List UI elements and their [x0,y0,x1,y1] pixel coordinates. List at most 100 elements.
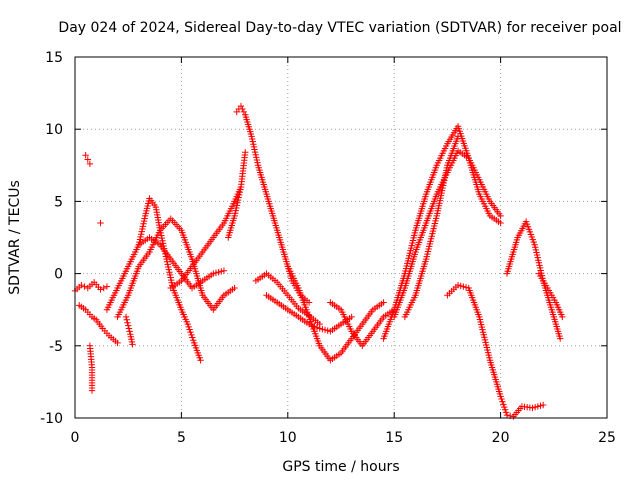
data-point-marker [242,149,249,156]
x-tick-label: 5 [177,430,186,446]
y-tick-label: -5 [49,339,63,355]
data-point-marker [457,282,464,290]
series-pass-22 [535,270,566,321]
series-pass-15 [284,263,387,364]
grid-lines [75,57,607,418]
data-point-marker [502,409,510,416]
x-axis-label: GPS time / hours [282,459,399,475]
series-pass-13 [252,270,323,328]
data-point-marker [125,322,132,329]
data-point-marker [498,395,505,403]
x-tick-label: 25 [598,430,616,446]
data-point-marker [539,401,547,409]
data-point-marker [529,404,536,412]
data-point-marker [212,269,220,277]
data-point-marker [97,219,104,227]
x-tick-label: 15 [385,430,403,446]
series-pass-11 [225,149,249,241]
data-point-marker [210,270,217,277]
series-pass-02 [76,302,121,347]
data-point-marker [454,133,462,140]
data-point-marker [126,328,133,335]
data-point-marker [237,102,245,110]
data-point-marker [124,319,131,326]
data-point-marker [84,156,91,163]
y-tick-label: -10 [40,411,63,427]
data-series [71,102,566,420]
plot-frame [74,56,608,419]
series-pass-21 [503,218,564,342]
data-point-marker [114,339,121,347]
data-point-marker [220,267,228,274]
data-point-marker [78,281,85,289]
y-tick-label: 5 [54,194,63,210]
data-point-marker [186,326,193,333]
series-pass-10 [167,183,245,292]
x-tick-labels: 0 5 10 15 20 25 [71,430,616,446]
data-point-marker [499,398,506,405]
series-pass-01 [71,279,111,295]
data-point-marker [319,325,326,333]
x-tick-label: 10 [279,430,297,446]
x-tick-label: 20 [492,430,510,446]
data-point-marker [559,313,566,321]
data-point-marker [125,325,133,332]
y-tick-label: 0 [54,267,63,283]
data-point-marker [188,331,195,339]
series-pass-20 [444,281,547,420]
data-point-marker [500,401,507,408]
data-point-marker [82,151,89,159]
data-point-marker [462,284,470,291]
data-point-marker [460,283,467,290]
data-point-marker [501,403,508,411]
series-pass-09 [135,234,228,292]
y-tick-labels: -10 -5 0 5 10 15 [40,50,63,427]
data-point-marker [187,328,194,336]
data-point-marker [215,268,222,276]
data-point-marker [86,160,94,168]
data-point-marker [324,327,331,334]
y-tick-label: 10 [45,122,63,138]
series-pass-03 [82,151,94,168]
data-point-marker [103,283,111,290]
data-point-marker [122,313,130,321]
data-point-marker [197,357,204,364]
data-point-marker [190,337,197,344]
data-point-marker [537,402,544,409]
data-point-marker [97,286,104,293]
y-axis-label: SDTVAR / TECUs [7,180,23,295]
data-point-marker [497,212,504,220]
data-point-marker [321,326,329,334]
data-point-marker [313,324,321,331]
data-point-marker [123,316,130,324]
x-tick-label: 0 [71,430,80,446]
series-pass-04 [97,219,104,227]
data-point-marker [497,219,504,227]
data-point-marker [316,325,323,332]
data-point-marker [531,403,539,411]
series-pass-12 [233,102,313,306]
data-point-marker [185,323,192,331]
series-pass-08 [122,313,136,348]
data-point-marker [240,108,248,116]
data-point-marker [129,341,136,348]
data-point-marker [231,284,238,292]
series-pass-05 [86,342,96,394]
y-tick-label: 15 [45,50,63,66]
chart-title: Day 024 of 2024, Sidereal Day-to-day VTE… [58,20,621,36]
data-point-marker [501,406,509,413]
data-point-marker [497,393,504,400]
data-point-marker [348,313,355,321]
series-pass-17 [380,123,504,342]
data-point-marker [556,335,564,342]
data-point-marker [218,268,225,275]
data-point-marker [189,334,196,341]
data-point-marker [454,281,462,289]
data-point-marker [184,320,191,328]
data-point-marker [503,411,511,419]
series-pass-19 [401,133,462,321]
data-point-marker [380,299,387,306]
data-point-marker [534,403,542,410]
data-point-marker [100,284,107,292]
